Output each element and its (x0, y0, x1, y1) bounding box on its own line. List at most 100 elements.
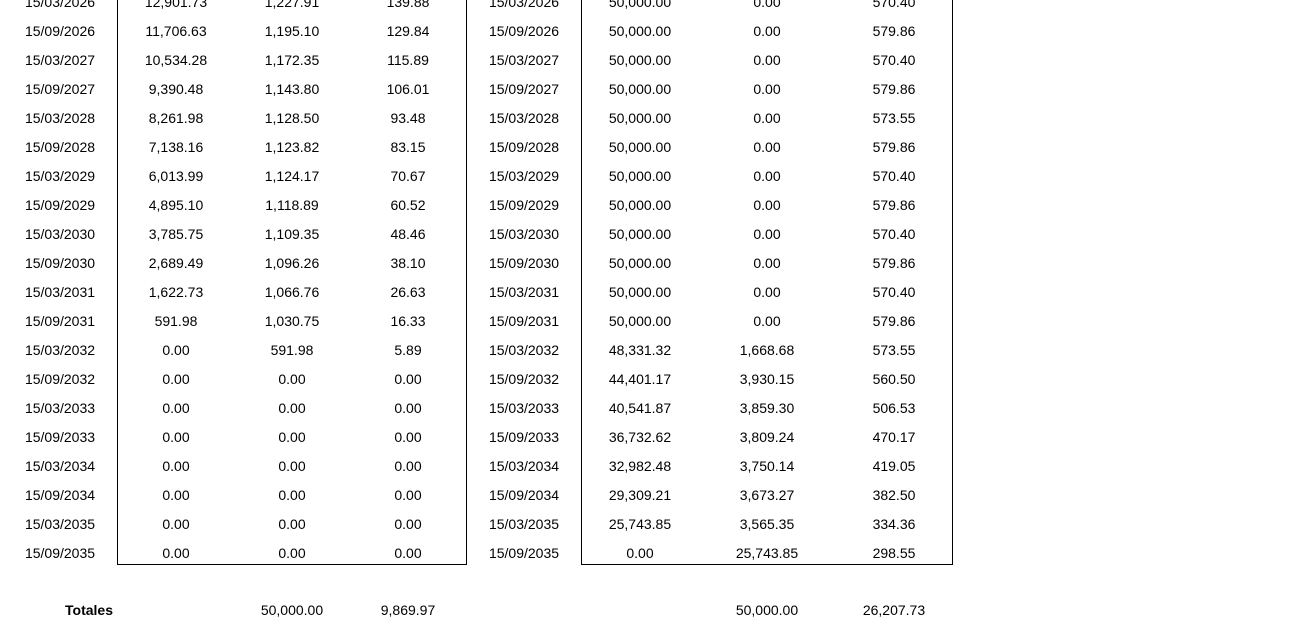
cell-interest-b: 570.40 (872, 284, 916, 300)
cell-date-a: 15/03/2029 (24, 168, 96, 184)
cell-interest-a: 70.67 (390, 168, 426, 184)
cell-amortization-a: 1,123.82 (264, 139, 320, 155)
cell-date-a: 15/09/2027 (24, 81, 96, 97)
table-row: 15/09/2026 11,706.63 1,195.10 129.84 15/09/2… (0, 17, 1000, 46)
cell-interest-a: 0.00 (394, 545, 422, 561)
table-row: 15/03/2034 0.00 0.00 0.00 15/03/2034 32,982.4… (0, 452, 1000, 481)
cell-date-a: 15/03/2034 (24, 458, 96, 474)
cell-balance-b: 50,000.00 (608, 81, 672, 97)
cell-date-b: 15/09/2029 (488, 197, 560, 213)
cell-balance-a: 0.00 (162, 545, 190, 561)
cell-balance-a: 7,138.16 (148, 139, 204, 155)
cell-interest-b: 382.50 (872, 487, 916, 503)
cell-date-b: 15/09/2026 (488, 23, 560, 39)
cell-amortization-a: 1,124.17 (264, 168, 320, 184)
cell-interest-b: 470.17 (872, 429, 916, 445)
cell-amortization-b: 3,930.15 (739, 371, 795, 387)
cell-date-b: 15/03/2034 (488, 458, 560, 474)
cell-balance-a: 0.00 (162, 342, 190, 358)
cell-interest-b: 570.40 (872, 52, 916, 68)
cell-date-a: 15/09/2033 (24, 429, 96, 445)
cell-balance-b: 44,401.17 (608, 371, 672, 387)
cell-date-a: 15/03/2035 (24, 516, 96, 532)
cell-balance-b: 0.00 (626, 545, 654, 561)
cell-balance-a: 8,261.98 (148, 110, 204, 126)
cell-balance-a: 6,013.99 (148, 168, 204, 184)
cell-date-a: 15/09/2028 (24, 139, 96, 155)
cell-balance-a: 591.98 (154, 313, 198, 329)
cell-balance-a: 12,901.73 (144, 0, 208, 10)
cell-date-a: 15/03/2033 (24, 400, 96, 416)
cell-amortization-a: 1,096.26 (264, 255, 320, 271)
cell-amortization-b: 3,750.14 (739, 458, 795, 474)
cell-amortization-a: 1,109.35 (264, 226, 320, 242)
totals-b-amortization: 50,000.00 (735, 602, 799, 618)
cell-interest-a: 0.00 (394, 487, 422, 503)
cell-date-a: 15/09/2030 (24, 255, 96, 271)
cell-interest-a: 38.10 (390, 255, 426, 271)
cell-amortization-a: 1,118.89 (265, 197, 319, 213)
cell-date-a: 15/03/2030 (24, 226, 96, 242)
cell-interest-b: 570.40 (872, 168, 916, 184)
cell-date-b: 15/03/2031 (488, 284, 560, 300)
cell-amortization-a: 0.00 (278, 516, 306, 532)
cell-date-b: 15/09/2034 (488, 487, 560, 503)
cell-amortization-b: 0.00 (753, 197, 781, 213)
cell-date-a: 15/03/2027 (24, 52, 96, 68)
table-row: 15/09/2034 0.00 0.00 0.00 15/09/2034 29,309.2… (0, 481, 1000, 510)
cell-balance-b: 50,000.00 (608, 168, 672, 184)
cell-balance-b: 48,331.32 (608, 342, 672, 358)
cell-interest-a: 5.89 (394, 342, 422, 358)
cell-balance-a: 0.00 (162, 400, 190, 416)
cell-amortization-a: 0.00 (278, 371, 306, 387)
table-row: 15/03/2026 12,901.73 1,227.91 139.88 15/03/2… (0, 0, 1000, 17)
cell-interest-a: 48.46 (390, 226, 426, 242)
cell-date-b: 15/09/2035 (488, 545, 560, 561)
table-row: 15/09/2030 2,689.49 1,096.26 38.10 15/09/203… (0, 249, 1000, 278)
cell-interest-b: 573.55 (872, 110, 916, 126)
cell-amortization-b: 1,668.68 (739, 342, 795, 358)
cell-interest-b: 560.50 (872, 371, 916, 387)
cell-balance-a: 0.00 (162, 458, 190, 474)
cell-balance-b: 50,000.00 (608, 110, 672, 126)
cell-date-b: 15/03/2027 (488, 52, 560, 68)
cell-amortization-b: 3,673.27 (739, 487, 795, 503)
cell-amortization-a: 1,128.50 (264, 110, 320, 126)
cell-date-b: 15/09/2027 (488, 81, 560, 97)
table-row: 15/03/2035 0.00 0.00 0.00 15/03/2035 25,743.8… (0, 510, 1000, 539)
cell-amortization-b: 0.00 (753, 168, 781, 184)
cell-interest-a: 0.00 (394, 371, 422, 387)
cell-interest-b: 579.86 (872, 139, 916, 155)
cell-interest-a: 60.52 (390, 197, 426, 213)
cell-amortization-a: 1,030.75 (264, 313, 320, 329)
cell-interest-a: 93.48 (390, 110, 426, 126)
cell-balance-b: 50,000.00 (608, 226, 672, 242)
cell-date-b: 15/03/2026 (488, 0, 560, 10)
cell-interest-b: 570.40 (872, 0, 916, 10)
cell-interest-b: 573.55 (872, 342, 916, 358)
cell-amortization-b: 0.00 (753, 139, 781, 155)
cell-amortization-b: 0.00 (753, 110, 781, 126)
table-row: 15/03/2028 8,261.98 1,128.50 93.48 15/03/202… (0, 104, 1000, 133)
cell-amortization-a: 0.00 (278, 458, 306, 474)
cell-amortization-a: 0.00 (278, 487, 306, 503)
cell-balance-a: 2,689.49 (148, 255, 204, 271)
cell-balance-a: 0.00 (162, 429, 190, 445)
cell-date-b: 15/03/2035 (488, 516, 560, 532)
cell-amortization-b: 0.00 (753, 52, 781, 68)
cell-balance-b: 50,000.00 (608, 139, 672, 155)
cell-amortization-a: 1,227.91 (264, 0, 320, 10)
cell-amortization-b: 0.00 (753, 284, 781, 300)
cell-interest-a: 26.63 (390, 284, 426, 300)
cell-date-a: 15/09/2035 (24, 545, 96, 561)
cell-amortization-a: 591.98 (270, 342, 314, 358)
cell-balance-b: 50,000.00 (608, 255, 672, 271)
cell-amortization-b: 25,743.85 (735, 545, 799, 561)
cell-interest-a: 0.00 (394, 516, 422, 532)
cell-amortization-b: 0.00 (753, 255, 781, 271)
cell-date-b: 15/03/2033 (488, 400, 560, 416)
cell-balance-b: 50,000.00 (608, 0, 672, 10)
cell-amortization-a: 1,143.80 (264, 81, 320, 97)
table-row: 15/09/2031 591.98 1,030.75 16.33 15/09/2031 5… (0, 307, 1000, 336)
